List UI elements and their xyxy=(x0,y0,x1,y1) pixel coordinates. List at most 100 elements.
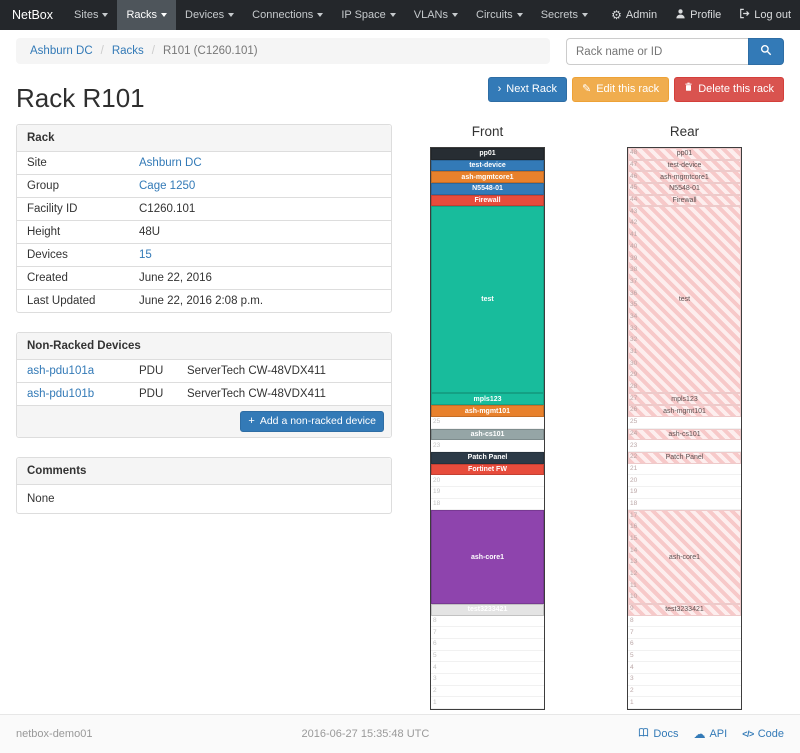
rack-unit-19: 19 xyxy=(431,487,544,499)
rack-device-rear-mpls123[interactable]: mpls123 xyxy=(628,393,741,406)
field-value-link[interactable]: 15 xyxy=(139,249,152,261)
rack-panel-title: Rack xyxy=(17,125,391,152)
code-link[interactable]: </> Code xyxy=(742,727,784,741)
nav-item-vlans[interactable]: VLANs xyxy=(405,0,467,30)
rack-unit-4: 4 xyxy=(628,662,741,674)
rack-device-front-firewall[interactable]: Firewall xyxy=(431,194,544,207)
device-label: N5548-01 xyxy=(669,185,700,193)
nav-admin[interactable]: ⚙ Admin xyxy=(602,0,666,30)
device-link[interactable]: ash-pdu101b xyxy=(27,388,95,400)
rack-device-front-test-device[interactable]: test-device xyxy=(431,159,544,172)
search-input[interactable] xyxy=(566,38,748,65)
rack-device-rear-ash-mgmtcore1[interactable]: ash-mgmtcore1 xyxy=(628,171,741,184)
unit-number: 46 xyxy=(630,172,638,180)
rack-device-front-test[interactable]: test xyxy=(431,206,544,394)
unit-number: 11 xyxy=(630,581,637,589)
front-elevation: Front 4847464544434241403938373635343332… xyxy=(430,124,545,711)
rack-device-rear-test-device[interactable]: test-device xyxy=(628,159,741,172)
rack-device-rear-ash-core1[interactable]: ash-core1 xyxy=(628,510,741,604)
elevation-area: Front 4847464544434241403938373635343332… xyxy=(408,124,784,711)
edit-rack-button[interactable]: ✎ Edit this rack xyxy=(572,77,670,103)
delete-rack-label: Delete this rack xyxy=(698,83,774,95)
rack-device-rear-ash-mgmt101[interactable]: ash-mgmt101 xyxy=(628,405,741,417)
toolbar: Ashburn DC / Racks / R101 (C1260.101) xyxy=(16,38,784,65)
rack-unit-7: 7 xyxy=(431,627,544,639)
rack-unit-18: 18 xyxy=(431,499,544,511)
rack-device-front-n5548-01[interactable]: N5548-01 xyxy=(431,183,544,195)
rack-device-front-mpls123[interactable]: mpls123 xyxy=(431,393,544,406)
breadcrumb-item: R101 (C1260.101) xyxy=(163,45,258,57)
rack-unit-8: 8 xyxy=(431,616,544,628)
api-link[interactable]: ☁ API xyxy=(693,727,727,741)
rack-device-front-ash-mgmtcore1[interactable]: ash-mgmtcore1 xyxy=(431,171,544,184)
rack-unit-4: 4 xyxy=(431,662,544,674)
rack-device-rear-n5548-01[interactable]: N5548-01 xyxy=(628,183,741,195)
field-value-link[interactable]: Cage 1250 xyxy=(139,180,196,192)
nonracked-panel-footer: + Add a non-racked device xyxy=(17,405,391,437)
rack-device-front-ash-cs101[interactable]: ash-cs101 xyxy=(431,428,544,441)
rack-unit-20: 20 xyxy=(628,475,741,487)
rack-device-front-fortinet-fw[interactable]: Fortinet FW xyxy=(431,463,544,476)
nav-item-racks[interactable]: Racks xyxy=(117,0,177,30)
nonracked-panel: Non-Racked Devices ash-pdu101a PDU ServerT… xyxy=(16,332,392,438)
rack-device-rear-test3233421[interactable]: test3233421 xyxy=(628,603,741,616)
next-rack-button[interactable]: › Next Rack xyxy=(487,77,567,103)
device-name-cell: ash-pdu101b xyxy=(17,382,129,405)
unit-number: 44 xyxy=(630,195,638,203)
delete-rack-button[interactable]: Delete this rack xyxy=(674,77,784,103)
rack-device-front-ash-mgmt101[interactable]: ash-mgmt101 xyxy=(431,405,544,417)
rack-unit-1: 1 xyxy=(431,697,544,709)
logout-icon xyxy=(739,8,750,22)
nav-profile[interactable]: Profile xyxy=(666,0,730,30)
add-nonracked-device-button[interactable]: + Add a non-racked device xyxy=(240,411,384,432)
rack-device-front-pp01[interactable]: pp01 xyxy=(431,148,544,160)
nav-item-circuits[interactable]: Circuits xyxy=(467,0,532,30)
chevron-right-icon: › xyxy=(497,83,502,96)
api-link-label: API xyxy=(709,728,728,740)
rack-device-rear-patch-panel[interactable]: Patch Panel xyxy=(628,451,741,464)
nav-logout[interactable]: Log out xyxy=(730,0,800,30)
breadcrumb-item[interactable]: Racks xyxy=(111,45,144,57)
rack-unit-7: 7 xyxy=(628,627,741,639)
code-link-label: Code xyxy=(757,728,784,740)
field-label: Last Updated xyxy=(17,289,129,312)
nav-item-sites[interactable]: Sites xyxy=(65,0,117,30)
rack-device-front-ash-core1[interactable]: ash-core1 xyxy=(431,510,544,604)
unit-number: 36 xyxy=(630,289,638,297)
nav-item-connections[interactable]: Connections xyxy=(243,0,332,30)
device-link[interactable]: ash-pdu101a xyxy=(27,365,95,377)
footer-links: Docs ☁ API </> Code xyxy=(638,727,784,741)
table-row: Group Cage 1250 xyxy=(17,174,391,198)
rack-search xyxy=(566,38,784,65)
unit-number: 7 xyxy=(630,628,634,636)
table-row: ash-pdu101b PDU ServerTech CW-48VDX411 xyxy=(17,382,391,405)
nav-item-ip-space[interactable]: IP Space xyxy=(332,0,404,30)
unit-number: 23 xyxy=(433,441,441,449)
rack-device-rear-firewall[interactable]: Firewall xyxy=(628,194,741,207)
nonracked-panel-title: Non-Racked Devices xyxy=(17,333,391,360)
rack-device-rear-test[interactable]: test xyxy=(628,206,741,394)
field-value: C1260.101 xyxy=(129,197,391,221)
trash-icon xyxy=(684,82,693,97)
docs-link[interactable]: Docs xyxy=(638,727,678,741)
rack-device-front-test3233421[interactable]: test3233421 xyxy=(431,603,544,616)
search-button[interactable] xyxy=(748,38,784,65)
edit-rack-label: Edit this rack xyxy=(596,83,660,95)
rack-device-rear-ash-cs101[interactable]: ash-cs101 xyxy=(628,428,741,441)
left-column: Rack Site Ashburn DC Group Cage 1250 Facilit… xyxy=(16,124,392,533)
breadcrumb-item[interactable]: Ashburn DC xyxy=(30,45,93,57)
device-model: ServerTech CW-48VDX411 xyxy=(187,365,326,377)
rack-unit-6: 6 xyxy=(628,639,741,651)
field-label: Created xyxy=(17,266,129,290)
brand-logo[interactable]: NetBox xyxy=(12,8,53,22)
field-value-link[interactable]: Ashburn DC xyxy=(139,157,202,169)
rack-unit-5: 5 xyxy=(628,651,741,663)
unit-number: 31 xyxy=(630,347,638,355)
device-label: ash-cs101 xyxy=(470,430,505,438)
rack-rear: 48 47 46 45 44 43 42 41 40 39 38 37 36 35 34 33 32 31 30 29… xyxy=(627,147,742,711)
nav-item-devices[interactable]: Devices xyxy=(176,0,243,30)
rack-unit-25: 25 xyxy=(431,417,544,429)
nav-item-secrets[interactable]: Secrets xyxy=(532,0,597,30)
rack-device-rear-pp01[interactable]: pp01 xyxy=(628,148,741,160)
rack-device-front-patch-panel[interactable]: Patch Panel xyxy=(431,451,544,464)
